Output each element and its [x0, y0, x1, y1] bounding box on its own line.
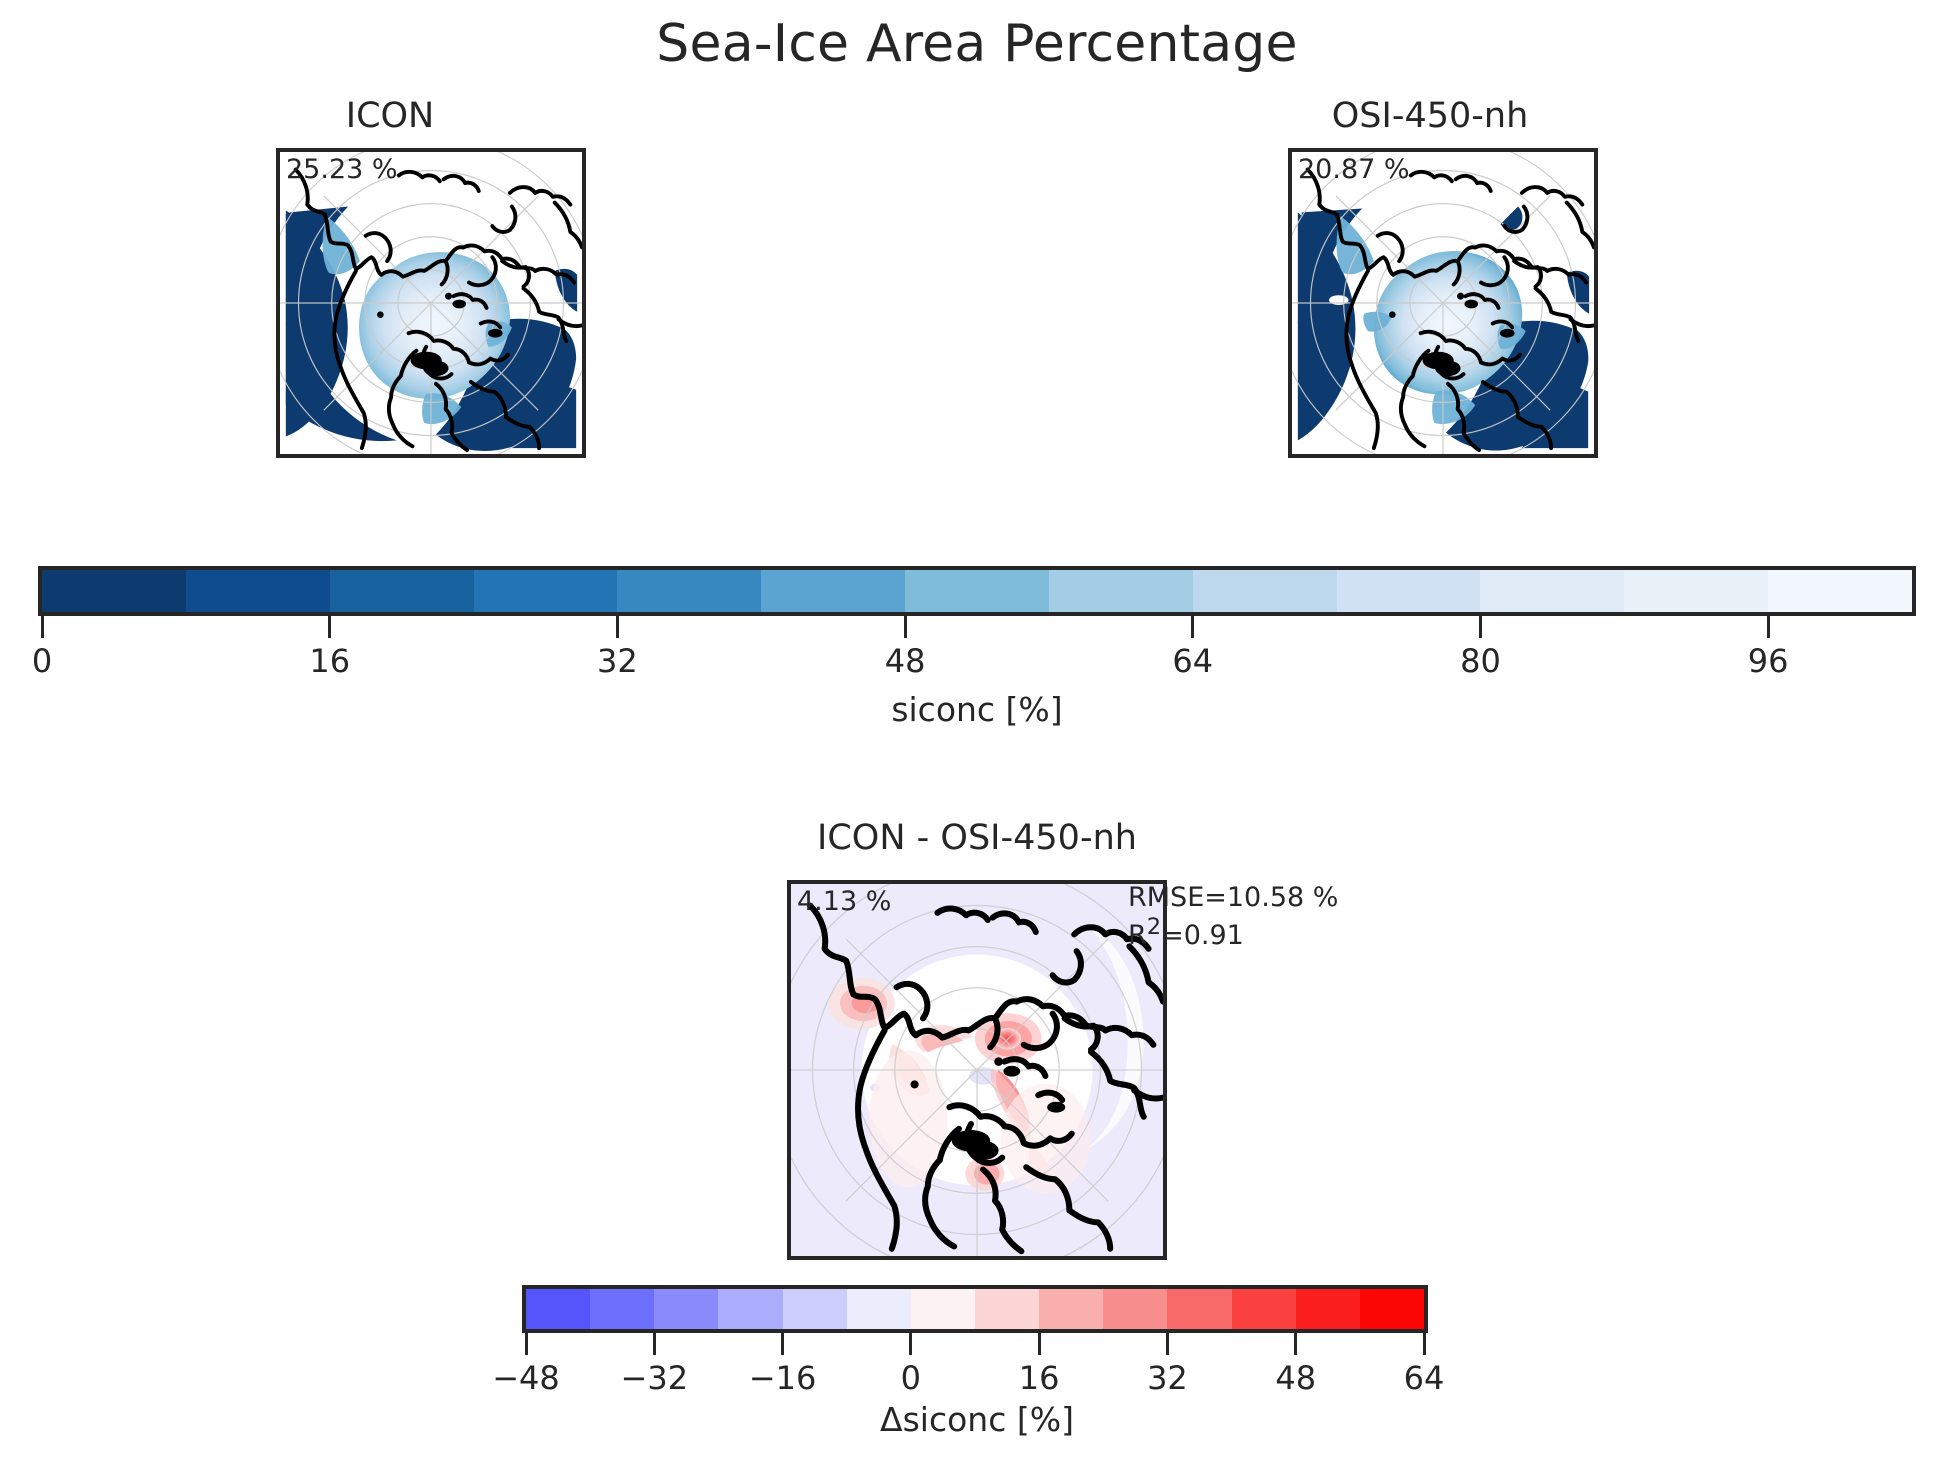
colorbar-segment	[761, 570, 906, 612]
colorbar-tick-label: 64	[1172, 642, 1214, 680]
colorbar-difference-ticks: −48 −32 −16 0 16 32 48 64	[492, 1333, 1444, 1399]
colorbar-segment	[1048, 570, 1193, 612]
colorbar-segment	[185, 570, 330, 612]
map-difference-canvas	[791, 884, 1163, 1256]
colorbar-tick	[524, 1333, 528, 1355]
colorbar-segment	[1295, 1289, 1360, 1329]
map-difference-area-annotation: 4.13 %	[797, 886, 892, 917]
map-panel-osi[interactable]: 20.87 %	[1288, 148, 1598, 458]
colorbar-segment	[910, 1289, 975, 1329]
colorbar-tick-label: −16	[748, 1359, 817, 1397]
colorbar-difference[interactable]	[522, 1285, 1428, 1333]
colorbar-main[interactable]	[38, 566, 1916, 616]
colorbar-tick-label: 96	[1747, 642, 1789, 680]
colorbar-tick	[909, 1333, 913, 1355]
map-icon-svg	[280, 152, 582, 454]
colorbar-tick	[1191, 616, 1195, 638]
colorbar-segment	[526, 1289, 591, 1329]
colorbar-main-ticks: 0 16 32 48 64 80 96	[32, 616, 1916, 686]
colorbar-tick	[328, 616, 332, 638]
colorbar-segment	[718, 1289, 783, 1329]
r-squared-value: =0.91	[1161, 919, 1244, 951]
r-squared-prefix: R	[1128, 919, 1147, 951]
colorbar-tick-label: 0	[31, 642, 53, 680]
colorbar-main-label: siconc [%]	[891, 690, 1063, 729]
colorbar-segment	[974, 1289, 1040, 1329]
colorbar-tick-label: 0	[900, 1359, 922, 1397]
colorbar-segment	[1167, 1289, 1232, 1329]
colorbar-segment	[846, 1289, 911, 1329]
map-osi-canvas	[1292, 152, 1594, 454]
r-squared-exponent: 2	[1146, 913, 1162, 940]
colorbar-segment	[42, 570, 186, 612]
colorbar-segment	[617, 570, 762, 612]
panel-title-icon: ICON	[345, 96, 435, 136]
panel-title-osi: OSI-450-nh	[1331, 96, 1529, 136]
colorbar-segment	[329, 570, 474, 612]
colorbar-tick-label: −32	[620, 1359, 689, 1397]
map-osi-svg	[1292, 152, 1594, 454]
colorbar-tick-label: 64	[1403, 1359, 1445, 1397]
colorbar-segment	[1336, 570, 1481, 612]
r-squared-label: R2=0.91	[1128, 914, 1338, 952]
colorbar-tick-label: 32	[1147, 1359, 1188, 1397]
colorbar-difference-label: Δsiconc [%]	[880, 1400, 1074, 1439]
colorbar-segment	[1192, 570, 1337, 612]
colorbar-tick-label: 16	[309, 642, 351, 680]
panel-title-difference: ICON - OSI-450-nh	[817, 818, 1137, 858]
map-panel-difference[interactable]: 4.13 %	[787, 880, 1167, 1260]
colorbar-segment	[1039, 1289, 1104, 1329]
difference-stats-annotation: RMSE=10.58 % R2=0.91	[1128, 882, 1338, 952]
colorbar-tick	[781, 1333, 785, 1355]
colorbar-segment	[1624, 570, 1769, 612]
colorbar-segment	[590, 1289, 655, 1329]
colorbar-segment	[473, 570, 618, 612]
colorbar-tick	[1037, 1333, 1041, 1355]
colorbar-tick	[615, 616, 619, 638]
map-difference-svg	[791, 884, 1163, 1256]
rmse-label: RMSE=10.58 %	[1128, 882, 1339, 913]
colorbar-tick	[1294, 1333, 1298, 1355]
colorbar-tick-label: 32	[597, 642, 638, 680]
colorbar-tick	[1165, 1333, 1169, 1355]
colorbar-tick	[903, 616, 907, 638]
colorbar-tick	[1422, 1333, 1426, 1355]
colorbar-tick-label: 80	[1460, 642, 1501, 680]
figure-title: Sea-Ice Area Percentage	[656, 14, 1298, 74]
colorbar-tick-label: 48	[1275, 1359, 1317, 1397]
map-osi-area-annotation: 20.87 %	[1298, 154, 1410, 185]
colorbar-segment	[905, 570, 1049, 612]
colorbar-segment	[1359, 1289, 1424, 1329]
colorbar-segment	[1480, 570, 1625, 612]
colorbar-tick	[40, 616, 44, 638]
colorbar-segment	[1103, 1289, 1168, 1329]
colorbar-segment	[1768, 570, 1912, 612]
colorbar-segment	[654, 1289, 719, 1329]
colorbar-tick-label: −48	[492, 1359, 560, 1397]
colorbar-tick	[1478, 616, 1482, 638]
colorbar-tick-label: 16	[1018, 1359, 1060, 1397]
colorbar-tick-label: 48	[884, 642, 926, 680]
colorbar-segment	[1231, 1289, 1296, 1329]
colorbar-segment	[782, 1289, 847, 1329]
map-panel-icon[interactable]: 25.23 %	[276, 148, 586, 458]
map-icon-area-annotation: 25.23 %	[286, 154, 398, 185]
colorbar-tick	[652, 1333, 656, 1355]
map-icon-canvas	[280, 152, 582, 454]
colorbar-tick	[1766, 616, 1770, 638]
